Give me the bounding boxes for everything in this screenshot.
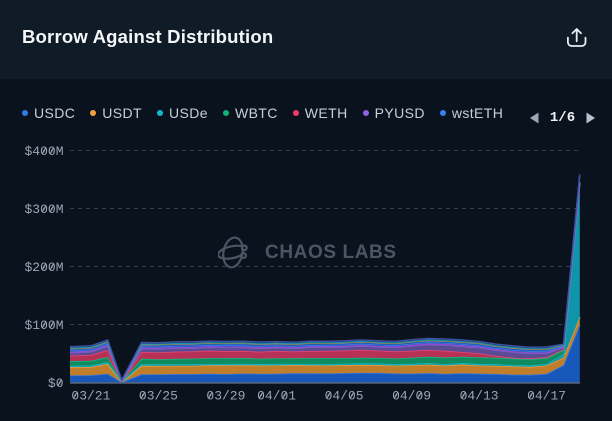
svg-text:04/01: 04/01 xyxy=(257,389,296,404)
svg-text:04/13: 04/13 xyxy=(460,389,499,404)
svg-text:04/05: 04/05 xyxy=(325,389,364,404)
svg-text:03/25: 03/25 xyxy=(139,389,178,404)
svg-text:03/29: 03/29 xyxy=(206,389,245,404)
svg-text:03/21: 03/21 xyxy=(71,389,110,404)
svg-text:04/17: 04/17 xyxy=(527,389,566,404)
svg-text:$0: $0 xyxy=(48,376,64,391)
svg-text:04/09: 04/09 xyxy=(392,389,431,404)
